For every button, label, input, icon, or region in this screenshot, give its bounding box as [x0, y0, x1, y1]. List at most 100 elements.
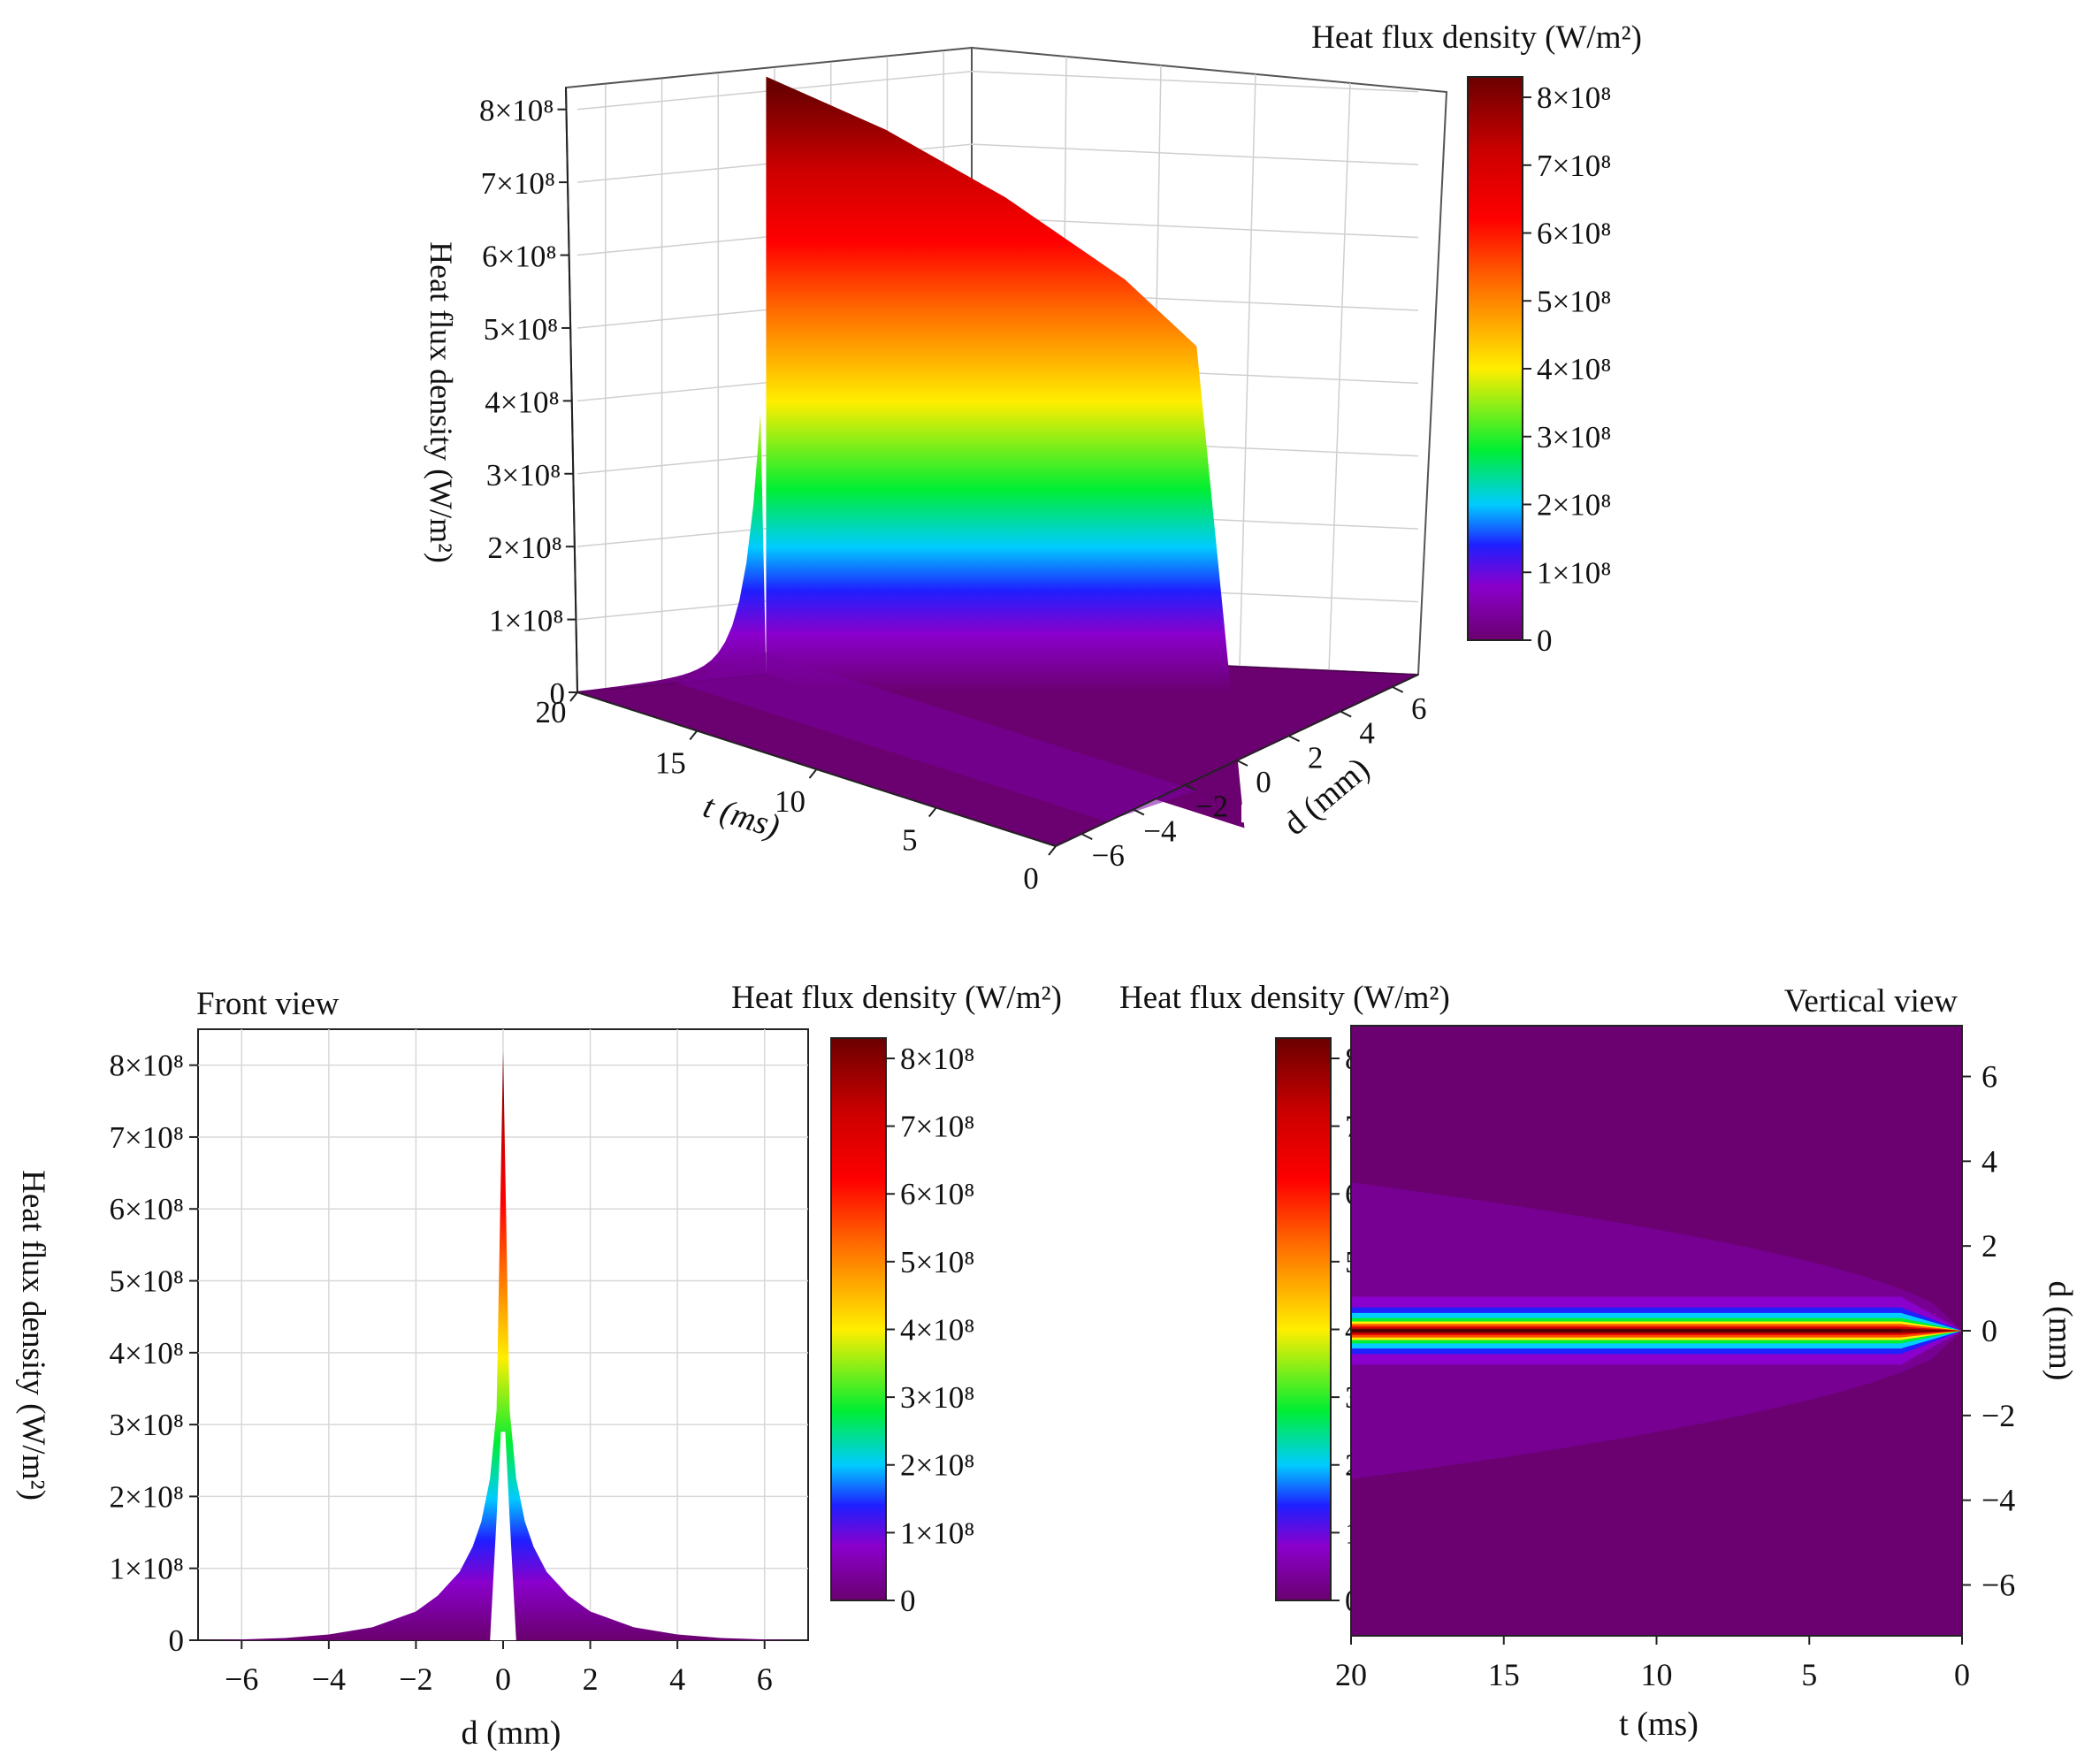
front-colorbar-ticks: 0 1×10⁸ 2×10⁸ 3×10⁸ 4×10⁸ 5×10⁸ 6×10⁸ 7×10⁸ 8×10…	[886, 1042, 974, 1618]
d-tick	[1080, 833, 1093, 841]
d-tick-label: −4	[1143, 813, 1176, 848]
d-tick	[1288, 735, 1301, 743]
colorbar-tick-label: 7×10⁸	[1537, 149, 1611, 183]
colorbar	[1467, 76, 1523, 641]
z-axis-line	[565, 87, 578, 693]
x-tick-label: 2	[583, 1661, 599, 1697]
ridge-wall	[766, 76, 1245, 829]
y-tick-label: 0	[1981, 1313, 1997, 1348]
x-tick-label: −4	[312, 1661, 346, 1697]
colorbar-tick-label: 3×10⁸	[900, 1380, 974, 1415]
y-tick-label: 4×10⁸	[110, 1336, 184, 1371]
d-tick	[1340, 710, 1352, 718]
z-tick-label: 8×10⁸	[479, 94, 554, 128]
vertical-view-title: Vertical view	[1784, 983, 1958, 1019]
front-colorbar-title: Heat flux density (W/m²)	[731, 980, 1062, 1016]
d-tick-label: 4	[1359, 716, 1375, 751]
colorbar-ticks: 0 1×10⁸ 2×10⁸ 3×10⁸ 4×10⁸ 5×10⁸ 6×10⁸ 7×10⁸ 8×10…	[1523, 80, 1611, 658]
front-y-label: Heat flux density (W/m²)	[15, 1170, 51, 1501]
z-tick-label: 2×10⁸	[487, 531, 561, 565]
d-tick	[1133, 808, 1145, 816]
d-tick-label: 6	[1411, 691, 1427, 726]
profile-notch	[490, 1432, 516, 1640]
y-tick-label: 7×10⁸	[110, 1120, 184, 1155]
vertical-heatmap	[1351, 1026, 1962, 1636]
grid-line	[1239, 73, 1256, 667]
colorbar-title: Heat flux density (W/m²)	[1311, 19, 1642, 56]
y-tick-label: −6	[1981, 1568, 2015, 1603]
y-tick-label: 3×10⁸	[110, 1408, 184, 1442]
z-tick-label: 6×10⁸	[482, 240, 556, 274]
t-tick-label: 20	[536, 695, 567, 729]
front-y-axis: 0 1×10⁸ 2×10⁸ 3×10⁸ 4×10⁸ 5×10⁸ 6×10⁸ 7×10⁸ 8×10…	[110, 1049, 198, 1658]
vertical-colorbar-title: Heat flux density (W/m²)	[1119, 980, 1450, 1016]
d-tick-label: 2	[1308, 740, 1324, 775]
heat-profile-area	[198, 1050, 808, 1640]
t-tick	[689, 729, 699, 741]
y-tick-label: 2×10⁸	[110, 1479, 184, 1514]
colorbar-tick-label: 0	[1537, 623, 1553, 658]
front-colorbar	[830, 1037, 887, 1601]
colorbar-tick-label: 1×10⁸	[900, 1516, 974, 1550]
z-tick-label: 0	[550, 676, 566, 711]
surface-3d-chart: 0 1×10⁸ 2×10⁸ 3×10⁸ 4×10⁸ 5×10⁸ 6×10⁸ 7×10⁸ 8×10…	[424, 19, 1642, 896]
d-tick	[1392, 685, 1404, 693]
y-tick-label: 0	[169, 1623, 185, 1658]
z-tick-label: 4×10⁸	[485, 385, 559, 419]
t-tick	[1048, 845, 1057, 856]
t-tick-label: 10	[775, 784, 805, 819]
d-axis-label: d (mm)	[1277, 750, 1378, 843]
d-tick-label: −6	[1092, 838, 1125, 873]
d-tick-label: 0	[1256, 765, 1271, 799]
y-tick-label: 4	[1981, 1143, 1997, 1179]
colorbar-tick-label: 1×10⁸	[1537, 555, 1611, 590]
colorbar-tick-label: 8×10⁸	[1537, 80, 1611, 115]
t-tick-label: 5	[902, 823, 918, 858]
vertical-colorbar	[1275, 1037, 1332, 1601]
y-tick-label: 5×10⁸	[110, 1264, 184, 1299]
d-tick-label: −2	[1195, 790, 1228, 824]
x-tick-label: −2	[399, 1661, 432, 1697]
z-tick-label: 7×10⁸	[481, 166, 555, 201]
t-axis-label: t (ms)	[699, 788, 783, 846]
x-tick-label: 4	[669, 1661, 685, 1697]
x-tick-label: 0	[1954, 1657, 1970, 1692]
ridge-skirt	[676, 652, 1197, 821]
colorbar-tick-label: 4×10⁸	[1537, 352, 1611, 386]
colorbar-tick-label: 7×10⁸	[900, 1110, 974, 1144]
y-tick-label: 6×10⁸	[110, 1192, 184, 1226]
t-tick	[569, 691, 578, 702]
grid-line	[971, 143, 1419, 165]
y-tick-label: 2	[1981, 1228, 1997, 1264]
vertical-y-axis: 6 4 2 0 −2 −4 −6	[1962, 1059, 2015, 1603]
front-view-chart: Front view Heat flux density (W/m²) −6 −4…	[15, 980, 1062, 1752]
vertical-y-label: d (mm)	[2042, 1281, 2079, 1381]
z-axis-label: Heat flux density (W/m²)	[424, 241, 459, 563]
front-view-title: Front view	[196, 986, 340, 1022]
colorbar-tick-label: 3×10⁸	[1537, 420, 1611, 454]
vertical-view-chart: Heat flux density (W/m²) Vertical view 0…	[1119, 980, 2079, 1743]
x-tick-label: 6	[757, 1661, 773, 1697]
y-tick-label: 1×10⁸	[110, 1552, 184, 1586]
colorbar-tick-label: 2×10⁸	[1537, 488, 1611, 523]
z-tick-label: 3×10⁸	[486, 458, 561, 493]
ridge-surface	[577, 76, 1265, 829]
front-x-axis: −6 −4 −2 0 2 4 6	[225, 1640, 773, 1697]
colorbar-tick-label: 8×10⁸	[900, 1042, 974, 1076]
x-tick-label: 20	[1335, 1657, 1367, 1692]
grid-line	[971, 216, 1419, 239]
colorbar-tick-label: 6×10⁸	[1537, 217, 1611, 251]
t-tick	[808, 768, 818, 779]
colorbar-tick-label: 5×10⁸	[900, 1245, 974, 1279]
grid-line	[971, 70, 1419, 93]
d-tick	[1184, 783, 1196, 791]
d-axis-ticks: −6 −4 −2 0 24 6	[1055, 674, 1427, 873]
x-tick-label: 0	[495, 1661, 511, 1697]
colorbar-tick-label: 2×10⁸	[900, 1448, 974, 1483]
y-tick-label: 8×10⁸	[110, 1049, 184, 1083]
colorbar-tick-label: 6×10⁸	[900, 1177, 974, 1211]
vertical-x-label: t (ms)	[1619, 1706, 1699, 1743]
t-axis-ticks: 20 15 10 5 0	[536, 691, 1057, 896]
y-tick-label: −2	[1981, 1398, 2015, 1433]
